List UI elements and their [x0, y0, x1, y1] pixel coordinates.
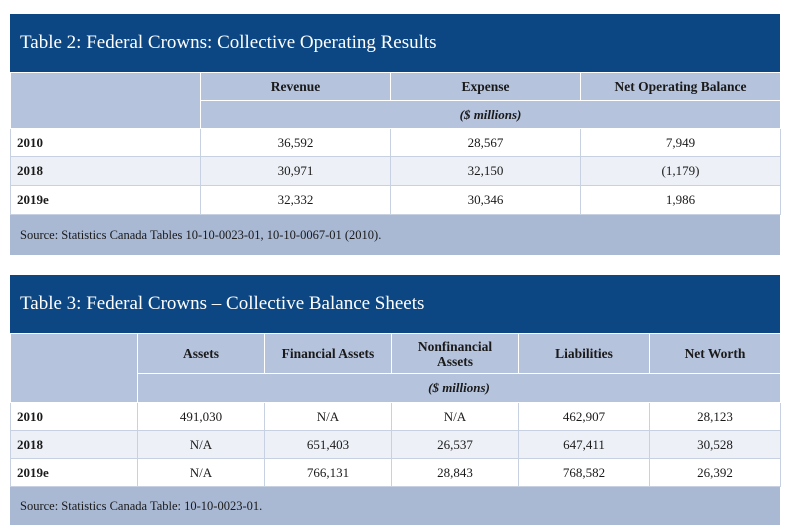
table-3: Table 3: Federal Crowns – Collective Bal…: [10, 275, 781, 525]
table-row: 2019e 32,332 30,346 1,986: [10, 185, 781, 215]
cell-value: 462,907: [518, 402, 650, 431]
cell-value: 28,843: [391, 458, 519, 487]
cell-value: N/A: [391, 402, 519, 431]
table-row: 2018 N/A 651,403 26,537 647,411 30,528: [10, 430, 781, 459]
cell-value: 1,986: [580, 185, 781, 215]
table-row: 2018 30,971 32,150 (1,179): [10, 156, 781, 186]
cell-value: 28,567: [390, 128, 581, 157]
column-header-assets: Assets: [137, 333, 265, 374]
table-2-unit: ($ millions): [200, 100, 781, 129]
cell-value: 647,411: [518, 430, 650, 459]
cell-value: (1,179): [580, 156, 781, 186]
cell-value: 30,971: [200, 156, 391, 186]
cell-value: 26,537: [391, 430, 519, 459]
column-header-nonfinancial-assets: Nonfinancial Assets: [391, 333, 519, 374]
cell-value: 32,150: [390, 156, 581, 186]
cell-value: N/A: [137, 458, 265, 487]
table-2-title: Table 2: Federal Crowns: Collective Oper…: [10, 14, 780, 72]
table-row: 2010 491,030 N/A N/A 462,907 28,123: [10, 402, 781, 431]
row-label: 2019e: [10, 185, 201, 215]
row-label: 2018: [10, 156, 201, 186]
cell-value: 651,403: [264, 430, 392, 459]
cell-value: 26,392: [649, 458, 781, 487]
table-row: 2010 36,592 28,567 7,949: [10, 128, 781, 157]
column-header-liabilities: Liabilities: [518, 333, 650, 374]
cell-value: 7,949: [580, 128, 781, 157]
table-3-unit: ($ millions): [137, 373, 781, 403]
cell-value: 768,582: [518, 458, 650, 487]
table-row: 2019e N/A 766,131 28,843 768,582 26,392: [10, 458, 781, 487]
cell-value: 30,528: [649, 430, 781, 459]
column-header-revenue: Revenue: [200, 72, 391, 101]
column-header-net-worth: Net Worth: [649, 333, 781, 374]
table-3-source: Source: Statistics Canada Table: 10-10-0…: [10, 487, 780, 525]
row-label: 2010: [10, 402, 138, 431]
column-header-expense: Expense: [390, 72, 581, 101]
cell-value: 32,332: [200, 185, 391, 215]
table-2-corner: [10, 72, 201, 129]
row-label: 2019e: [10, 458, 138, 487]
cell-value: 491,030: [137, 402, 265, 431]
row-label: 2018: [10, 430, 138, 459]
table-2: Table 2: Federal Crowns: Collective Oper…: [10, 14, 781, 255]
table-3-title: Table 3: Federal Crowns – Collective Bal…: [10, 275, 780, 333]
table-3-corner: [10, 333, 138, 403]
row-label: 2010: [10, 128, 201, 157]
cell-value: 28,123: [649, 402, 781, 431]
cell-value: N/A: [264, 402, 392, 431]
table-2-grid: Revenue Expense Net Operating Balance ($…: [10, 72, 781, 215]
column-header-financial-assets: Financial Assets: [264, 333, 392, 374]
column-header-net-operating-balance: Net Operating Balance: [580, 72, 781, 101]
cell-value: N/A: [137, 430, 265, 459]
cell-value: 36,592: [200, 128, 391, 157]
table-2-source: Source: Statistics Canada Tables 10-10-0…: [10, 215, 780, 255]
cell-value: 30,346: [390, 185, 581, 215]
cell-value: 766,131: [264, 458, 392, 487]
table-3-grid: Assets Financial Assets Nonfinancial Ass…: [10, 333, 781, 487]
